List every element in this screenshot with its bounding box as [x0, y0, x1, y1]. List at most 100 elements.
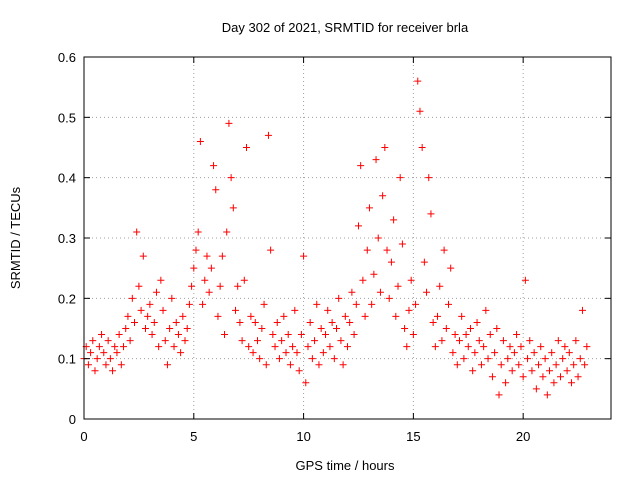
data-point — [194, 228, 202, 236]
data-point — [528, 367, 536, 375]
axis-ticks: 0 0.1 0.2 0.3 0.4 0.5 0.6 0 5 10 15 20 — [58, 50, 611, 444]
data-point — [89, 337, 97, 345]
data-point — [249, 349, 257, 357]
data-point — [396, 174, 404, 182]
data-point — [440, 246, 448, 254]
data-point — [543, 391, 551, 399]
data-point — [284, 331, 292, 339]
data-point — [473, 318, 481, 326]
data-point — [335, 294, 343, 302]
data-point — [537, 343, 545, 351]
data-point — [106, 355, 114, 363]
data-point — [87, 349, 95, 357]
data-point — [256, 355, 264, 363]
data-point — [510, 349, 518, 357]
data-point — [207, 264, 215, 272]
data-point — [447, 264, 455, 272]
data-point — [556, 373, 564, 381]
data-point — [192, 246, 200, 254]
data-point — [236, 318, 244, 326]
grid — [84, 57, 611, 419]
y-tick-label: 0.3 — [58, 231, 76, 246]
y-axis-label: SRMTID / TECUs — [8, 186, 23, 289]
data-point — [554, 337, 562, 345]
data-point — [159, 306, 167, 314]
data-point — [405, 306, 413, 314]
data-point — [352, 300, 360, 308]
data-point — [100, 349, 108, 357]
data-point — [245, 343, 253, 351]
data-point — [196, 137, 204, 145]
data-point — [148, 331, 156, 339]
data-point — [379, 192, 387, 200]
data-point — [469, 367, 477, 375]
data-point — [225, 119, 233, 127]
data-point — [403, 343, 411, 351]
data-point — [155, 343, 163, 351]
data-point — [506, 343, 514, 351]
data-point — [91, 367, 99, 375]
data-point — [172, 318, 180, 326]
data-point — [128, 294, 136, 302]
data-point — [521, 276, 529, 284]
data-point — [306, 318, 314, 326]
x-tick-label: 0 — [80, 429, 87, 444]
data-point — [295, 367, 303, 375]
data-point — [416, 107, 424, 115]
data-point — [567, 379, 575, 387]
data-point — [372, 156, 380, 164]
data-point — [414, 77, 422, 85]
data-point — [550, 379, 558, 387]
data-point — [359, 276, 367, 284]
data-point — [234, 282, 242, 290]
data-point — [115, 331, 123, 339]
data-point — [113, 349, 121, 357]
data-point — [199, 300, 207, 308]
data-point — [221, 331, 229, 339]
y-tick-label: 0.5 — [58, 110, 76, 125]
data-point — [319, 349, 327, 357]
data-point — [242, 144, 250, 151]
data-point — [477, 361, 485, 369]
data-point — [418, 144, 426, 151]
data-points — [80, 77, 591, 399]
data-point — [262, 361, 270, 369]
data-point — [282, 349, 290, 357]
data-point — [502, 379, 510, 387]
data-point — [201, 276, 209, 284]
data-point — [139, 252, 147, 260]
data-point — [508, 367, 516, 375]
x-axis-label: GPS time / hours — [296, 458, 395, 473]
data-point — [232, 306, 240, 314]
data-point — [398, 240, 406, 248]
data-point — [84, 361, 92, 369]
data-point — [253, 337, 261, 345]
data-point — [348, 288, 356, 296]
data-point — [161, 337, 169, 345]
data-point — [240, 276, 248, 284]
data-point — [190, 264, 198, 272]
data-point — [519, 373, 527, 381]
x-tick-label: 15 — [406, 429, 420, 444]
data-point — [135, 282, 143, 290]
data-point — [453, 361, 461, 369]
data-point — [216, 282, 224, 290]
data-point — [346, 318, 354, 326]
data-point — [407, 276, 415, 284]
data-point — [93, 355, 101, 363]
data-point — [475, 337, 483, 345]
data-point — [581, 361, 589, 369]
data-point — [168, 294, 176, 302]
data-point — [363, 246, 371, 254]
data-point — [229, 204, 237, 212]
data-point — [163, 361, 171, 369]
data-point — [137, 306, 145, 314]
data-point — [491, 349, 499, 357]
data-point — [376, 288, 384, 296]
data-point — [322, 331, 330, 339]
data-point — [559, 355, 567, 363]
x-tick-label: 10 — [296, 429, 310, 444]
data-point — [102, 361, 110, 369]
data-point — [131, 318, 139, 326]
